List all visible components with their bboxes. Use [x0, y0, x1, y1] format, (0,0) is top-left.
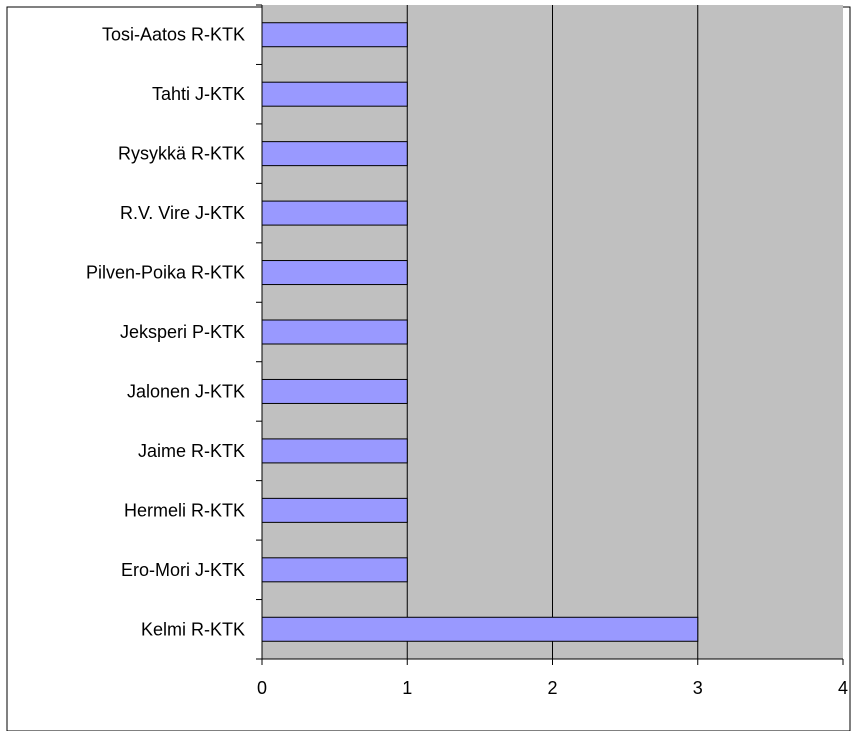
category-label: R.V. Vire J-KTK: [120, 203, 245, 223]
bars: [261, 22, 699, 642]
bar: [261, 557, 408, 583]
category-labels: Kelmi R-KTK Ero-Mori J-KTK Hermeli R-KTK Ja…: [86, 25, 245, 640]
category-label: Ero-Mori J-KTK: [121, 560, 245, 580]
category-label: Tosi-Aatos R-KTK: [102, 25, 245, 45]
x-tick-label: 1: [402, 678, 412, 698]
category-label: Hermeli R-KTK: [124, 500, 245, 520]
bar: [261, 141, 408, 167]
bar: [261, 200, 408, 226]
bar: [261, 260, 408, 286]
bar: [261, 378, 408, 404]
category-label: Tahti J-KTK: [152, 84, 245, 104]
bar: [261, 319, 408, 345]
bar: [261, 22, 408, 48]
category-label: Jaime R-KTK: [138, 441, 245, 461]
bar: [261, 81, 408, 107]
category-label: Jeksperi P-KTK: [120, 322, 245, 342]
bar: [261, 497, 408, 523]
bar: [261, 616, 699, 642]
bar: [261, 438, 408, 464]
category-label: Kelmi R-KTK: [141, 619, 245, 639]
category-label: Pilven-Poika R-KTK: [86, 263, 245, 283]
x-tick-label: 0: [257, 678, 267, 698]
x-tick-label: 3: [693, 678, 703, 698]
category-label: Jalonen J-KTK: [127, 381, 245, 401]
x-tick-label: 4: [838, 678, 848, 698]
x-tick-labels: 0 1 2 3 4: [257, 678, 848, 698]
category-label: Rysykkä R-KTK: [118, 144, 245, 164]
axes: [256, 4, 844, 665]
x-tick-label: 2: [547, 678, 557, 698]
